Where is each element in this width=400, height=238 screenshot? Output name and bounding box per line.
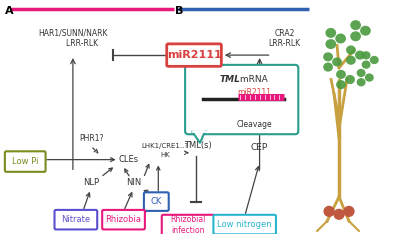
Text: B: B: [175, 6, 184, 16]
Ellipse shape: [336, 70, 346, 79]
Text: Rhizobia: Rhizobia: [106, 215, 142, 224]
Text: miR2111: miR2111: [167, 50, 222, 60]
Ellipse shape: [326, 39, 336, 49]
Ellipse shape: [335, 34, 346, 44]
Ellipse shape: [323, 63, 333, 72]
FancyBboxPatch shape: [214, 215, 276, 234]
Text: CRA2
LRR-RLK: CRA2 LRR-RLK: [268, 29, 300, 48]
Ellipse shape: [357, 69, 366, 77]
FancyBboxPatch shape: [185, 65, 298, 134]
Ellipse shape: [346, 45, 356, 55]
Ellipse shape: [355, 50, 365, 60]
Circle shape: [334, 209, 344, 219]
Circle shape: [344, 207, 354, 216]
FancyBboxPatch shape: [5, 151, 46, 172]
Text: NIN: NIN: [126, 178, 141, 187]
Ellipse shape: [350, 31, 361, 41]
Text: Low Pi: Low Pi: [12, 157, 38, 166]
Text: LHK1/CRE1..?: LHK1/CRE1..?: [142, 143, 189, 149]
Ellipse shape: [346, 56, 356, 65]
Ellipse shape: [350, 20, 361, 30]
Ellipse shape: [365, 73, 374, 82]
Ellipse shape: [332, 57, 342, 66]
Ellipse shape: [370, 56, 379, 64]
FancyBboxPatch shape: [144, 192, 169, 211]
Text: NLP: NLP: [83, 178, 99, 187]
Text: CLEs: CLEs: [118, 155, 138, 164]
Text: TML(s): TML(s): [184, 141, 212, 150]
Text: miR2111: miR2111: [238, 88, 272, 97]
FancyBboxPatch shape: [162, 215, 214, 235]
Ellipse shape: [362, 51, 370, 60]
Text: HK: HK: [160, 152, 170, 158]
Ellipse shape: [336, 80, 346, 89]
Text: CEP: CEP: [251, 143, 268, 152]
Ellipse shape: [362, 60, 370, 69]
FancyBboxPatch shape: [167, 44, 221, 66]
FancyBboxPatch shape: [102, 210, 145, 229]
Polygon shape: [192, 131, 205, 143]
Ellipse shape: [360, 26, 371, 36]
Text: PHR1?: PHR1?: [79, 134, 103, 143]
Ellipse shape: [323, 52, 333, 61]
Text: Nitrate: Nitrate: [61, 215, 90, 224]
FancyBboxPatch shape: [54, 210, 97, 229]
Text: HAR1/SUNN/NARK
        LRR-RLK: HAR1/SUNN/NARK LRR-RLK: [38, 29, 108, 48]
Text: A: A: [5, 6, 14, 16]
Text: mRNA: mRNA: [237, 75, 268, 84]
Text: CK: CK: [151, 197, 162, 206]
Text: Rhizobial
infection: Rhizobial infection: [170, 215, 206, 235]
Text: Cleavage: Cleavage: [237, 120, 272, 129]
Ellipse shape: [326, 28, 336, 38]
Text: TML: TML: [220, 75, 241, 84]
Text: Low nitrogen: Low nitrogen: [217, 220, 272, 229]
Circle shape: [324, 207, 334, 216]
Ellipse shape: [345, 75, 355, 84]
Ellipse shape: [357, 78, 366, 86]
